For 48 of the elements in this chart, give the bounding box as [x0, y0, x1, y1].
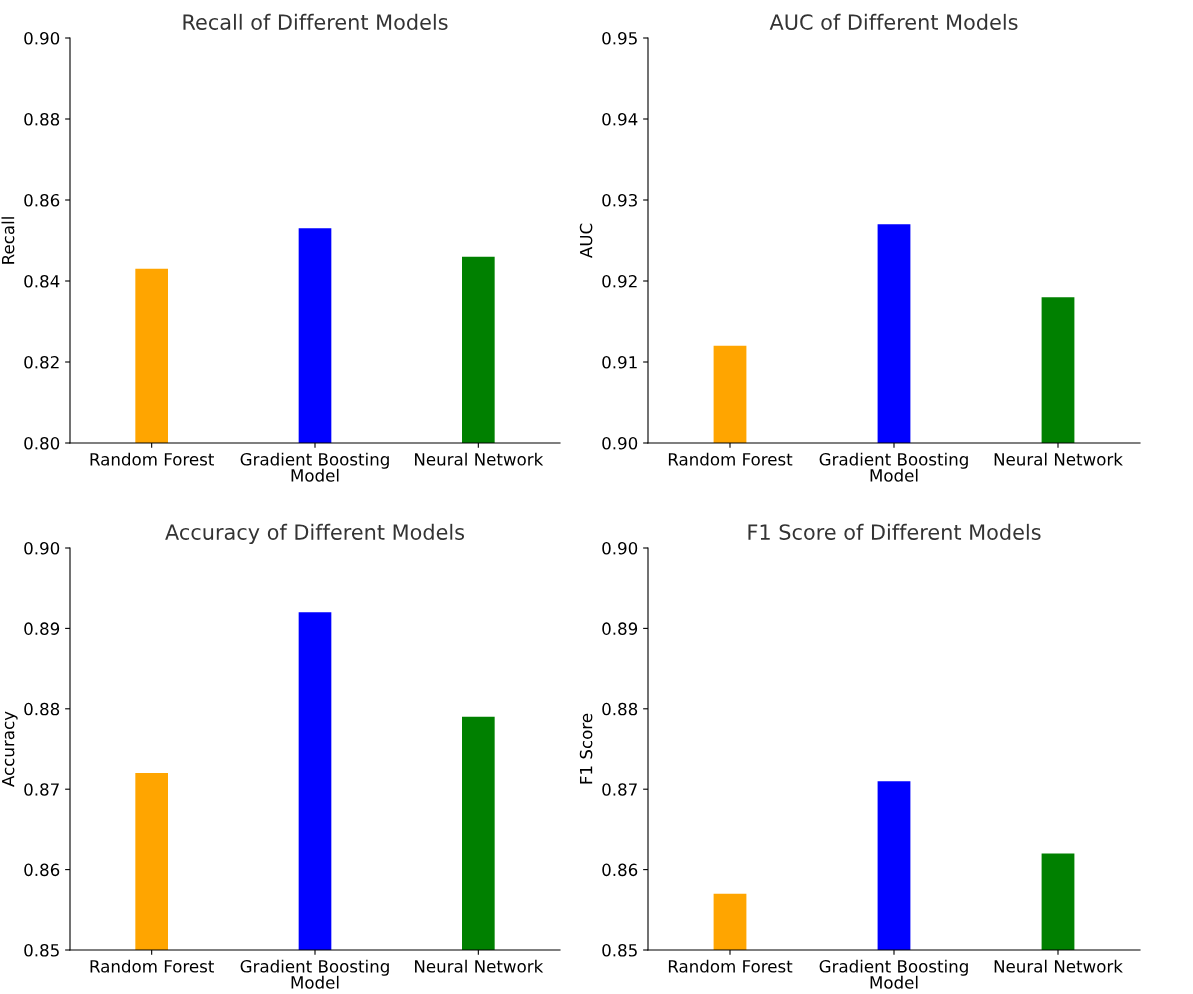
y-axis-title: F1 Score	[579, 713, 593, 784]
y-tick-label: 0.94	[602, 112, 638, 126]
x-axis-title: Model	[870, 975, 918, 989]
y-tick-label: 0.89	[24, 622, 60, 635]
y-tick-label: 0.85	[602, 943, 637, 957]
y-axis-title: Recall	[1, 217, 15, 264]
y-tick-label: 0.86	[24, 863, 60, 877]
y-tick-label: 0.92	[602, 274, 637, 288]
chart-title: Accuracy of Different Models	[165, 523, 465, 544]
y-tick-label: 0.91	[602, 355, 637, 369]
chart-title: F1 Score of Different Models	[748, 523, 1041, 540]
x-tick-label: Random Forest	[90, 959, 214, 973]
y-tick-label: 0.90	[602, 436, 638, 450]
x-axis-title: Model	[291, 975, 339, 989]
x-tick-label: Gradient Boosting	[240, 452, 389, 469]
y-tick-label: 0.90	[24, 541, 60, 555]
y-tick-label: 0.88	[24, 702, 60, 716]
x-tick-label: Random Forest	[668, 959, 793, 973]
x-tick-label: Random Forest	[90, 452, 214, 466]
y-tick-label: 0.93	[602, 193, 637, 207]
x-axis-title: Model	[291, 468, 339, 482]
x-tick-label: Random Forest	[668, 452, 793, 466]
y-tick-label: 0.87	[24, 783, 59, 796]
chart-title: Recall of Different Models	[183, 13, 448, 30]
y-tick-label: 0.82	[24, 355, 59, 369]
y-tick-label: 0.85	[24, 943, 59, 957]
x-tick-label: Neural Network	[415, 959, 544, 973]
y-tick-label: 0.84	[24, 274, 60, 288]
y-tick-label: 0.90	[24, 31, 60, 45]
chart-title: AUC of Different Models	[769, 13, 1018, 30]
x-tick-label: Gradient Boosting	[240, 959, 389, 976]
y-tick-label: 0.80	[24, 436, 60, 450]
y-tick-label: 0.88	[24, 112, 60, 126]
y-tick-label: 0.87	[602, 783, 637, 796]
x-tick-label: Neural Network	[994, 959, 1123, 973]
x-tick-label: Gradient Boosting	[819, 959, 968, 976]
y-tick-label: 0.89	[602, 622, 638, 635]
y-tick-label: 0.88	[602, 702, 638, 716]
y-axis-title: Accuracy	[2, 711, 18, 787]
y-tick-label: 0.86	[24, 193, 60, 207]
x-tick-label: Neural Network	[415, 452, 544, 466]
y-tick-label: 0.95	[602, 31, 637, 45]
x-tick-label: Neural Network	[994, 452, 1123, 466]
y-tick-label: 0.86	[602, 863, 638, 877]
x-axis-title: Model	[870, 468, 918, 482]
y-tick-label: 0.90	[602, 541, 638, 555]
y-axis-title: AUC	[579, 223, 593, 258]
x-tick-label: Gradient Boosting	[819, 452, 968, 469]
